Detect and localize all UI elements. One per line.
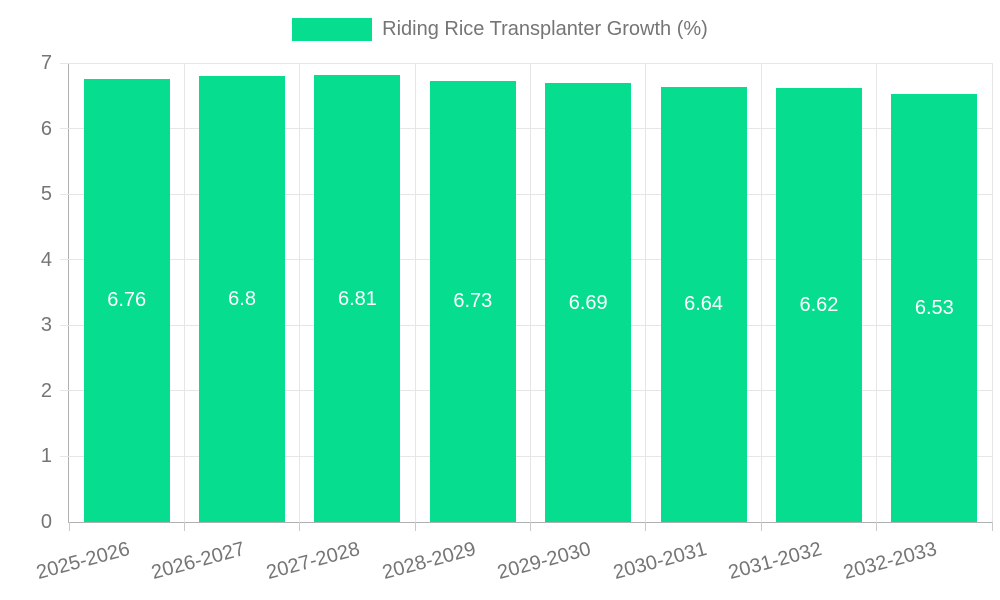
- x-axis-tick-mark: [68, 522, 70, 531]
- bar-2028-2029[interactable]: [429, 80, 516, 522]
- plot-area: 6.76 6.8 6.81 6.73 6.69 6.64 6.62 6.53: [60, 62, 993, 531]
- bar-2031-2032[interactable]: [775, 87, 862, 522]
- x-axis-tick-mark: [299, 522, 301, 531]
- bar-2027-2028[interactable]: [314, 75, 401, 522]
- bar-value-label: 6.62: [799, 293, 839, 316]
- x-axis-tick-mark: [530, 522, 531, 531]
- legend[interactable]: Riding Rice Transplanter Growth (%): [0, 18, 1000, 41]
- y-axis-tick-label: 1: [40, 445, 52, 468]
- bar-2025-2026[interactable]: [83, 78, 170, 522]
- gridline-vertical: [183, 63, 185, 522]
- bar-value-label: 6.69: [568, 291, 608, 314]
- gridline-horizontal: [60, 128, 992, 130]
- y-axis-tick-label: 4: [40, 248, 52, 271]
- legend-label: Riding Rice Transplanter Growth (%): [382, 18, 708, 40]
- gridline-vertical: [414, 63, 416, 522]
- bar-value-label: 6.8: [228, 288, 256, 311]
- legend-swatch: [292, 18, 373, 41]
- gridline-vertical: [991, 63, 993, 522]
- bar-value-label: 6.53: [914, 296, 954, 319]
- x-axis-tick-mark: [991, 522, 993, 531]
- y-axis-tick-label: 5: [40, 183, 52, 206]
- bar-2029-2030[interactable]: [545, 83, 632, 522]
- y-axis-tick-label: 6: [40, 117, 52, 140]
- x-axis-tick-mark: [183, 522, 185, 531]
- y-axis-tick-label: 0: [40, 511, 52, 533]
- bar-value-label: 6.73: [453, 290, 493, 313]
- bar-value-label: 6.76: [107, 289, 147, 312]
- y-axis-tick-label: 2: [40, 379, 52, 402]
- bar-2026-2027[interactable]: [199, 76, 286, 522]
- x-axis-tick-mark: [760, 522, 762, 531]
- bar-value-label: 6.81: [337, 287, 377, 310]
- gridline-vertical: [876, 63, 878, 522]
- bar-2032-2033[interactable]: [891, 93, 978, 522]
- y-axis-tick-label: 3: [40, 314, 52, 337]
- gridline-horizontal: [60, 455, 992, 457]
- gridline-vertical: [760, 63, 762, 522]
- gridline-vertical: [645, 63, 647, 522]
- gridline-horizontal: [60, 62, 992, 64]
- bar-value-label: 6.64: [684, 293, 724, 316]
- gridline-vertical: [299, 63, 301, 522]
- x-axis-tick-mark: [645, 522, 647, 531]
- y-axis-tick-label: 7: [40, 52, 52, 74]
- x-axis-tick-mark: [414, 522, 416, 531]
- gridline-horizontal: [60, 193, 992, 195]
- bar-2030-2031[interactable]: [660, 86, 747, 522]
- x-axis-tick-mark: [876, 522, 878, 531]
- gridline-horizontal: [60, 259, 992, 261]
- gridline-horizontal: [60, 390, 992, 392]
- gridline-horizontal: [60, 324, 992, 326]
- gridline-vertical: [530, 63, 531, 522]
